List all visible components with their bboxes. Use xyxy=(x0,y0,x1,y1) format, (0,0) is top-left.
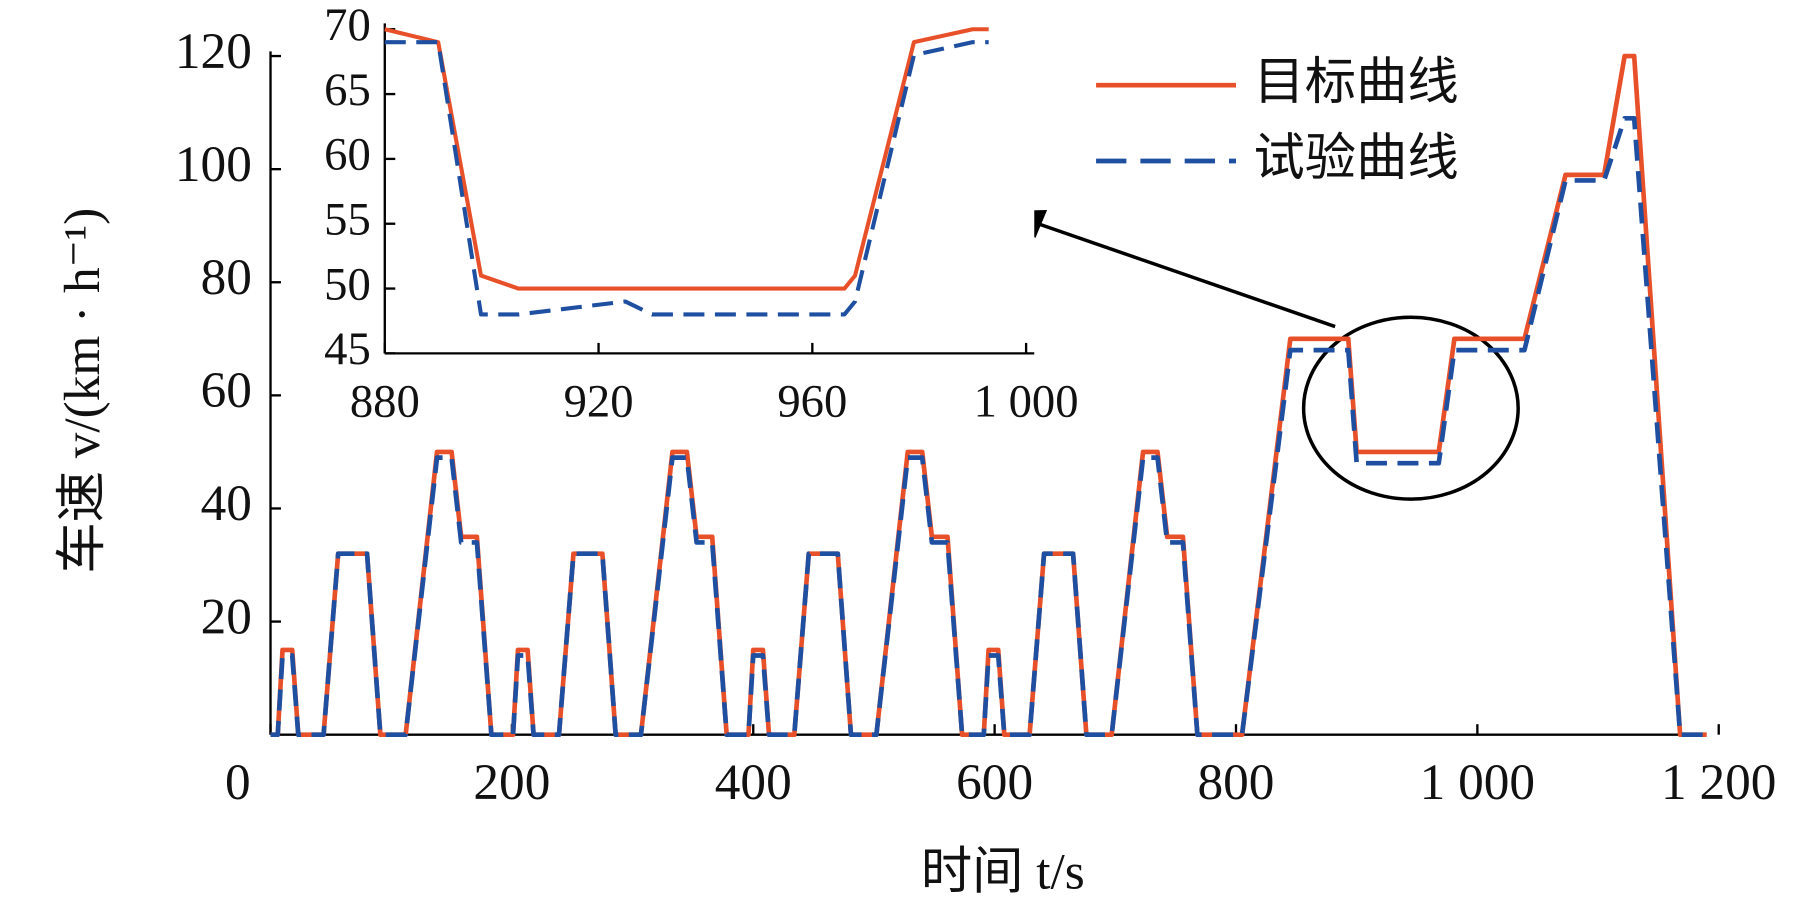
y-tick-label: 65 xyxy=(324,64,371,116)
x-tick-label: 960 xyxy=(777,376,847,428)
callout-arrow xyxy=(1031,219,1336,329)
y-tick-label: 40 xyxy=(201,475,252,532)
x-tick-label: 600 xyxy=(956,754,1033,811)
y-tick-label: 70 xyxy=(324,0,371,51)
y-tick-label: 80 xyxy=(201,249,252,306)
y-tick-label: 120 xyxy=(175,23,252,80)
y-tick-label: 55 xyxy=(324,193,371,245)
x-tick-label: 880 xyxy=(350,376,420,428)
legend-label: 目标曲线 xyxy=(1253,52,1458,112)
x-tick-label: 200 xyxy=(473,754,550,811)
x-tick-label: 0 xyxy=(225,754,251,811)
inset-background xyxy=(384,23,1035,354)
y-axis-label: 车速 v/(km · h⁻¹) xyxy=(54,208,111,574)
y-tick-label: 45 xyxy=(324,323,371,375)
y-tick-label: 60 xyxy=(201,362,252,419)
y-tick-label: 50 xyxy=(324,258,371,310)
x-tick-label: 1 000 xyxy=(1420,754,1535,811)
series-line xyxy=(384,27,989,291)
x-tick-label: 1 000 xyxy=(974,376,1079,428)
x-axis-label: 时间 t/s xyxy=(921,844,1085,901)
series-line xyxy=(270,115,1707,738)
series-line xyxy=(384,40,989,317)
x-tick-label: 1 200 xyxy=(1661,754,1776,811)
x-tick-label: 800 xyxy=(1198,754,1275,811)
x-tick-label: 920 xyxy=(564,376,634,428)
legend-label: 试验曲线 xyxy=(1253,128,1458,188)
highlight-ellipse xyxy=(1301,315,1520,501)
y-tick-label: 20 xyxy=(201,588,252,645)
x-tick-label: 400 xyxy=(715,754,792,811)
y-tick-label: 100 xyxy=(175,136,252,193)
y-tick-label: 60 xyxy=(324,129,371,181)
